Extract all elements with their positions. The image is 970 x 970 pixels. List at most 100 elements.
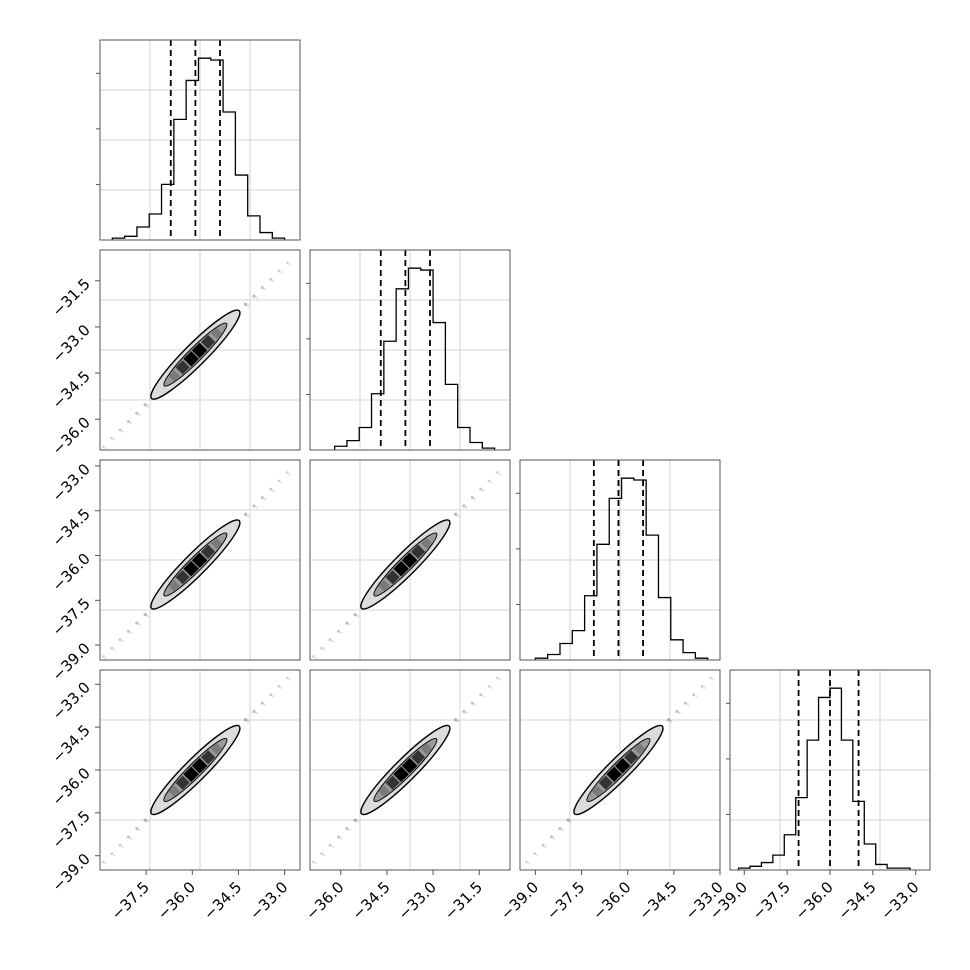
- y-tick-label: −33.0: [49, 460, 94, 505]
- contour-group: [150, 519, 241, 610]
- density-cell: [183, 560, 199, 577]
- density-cell: [168, 785, 180, 797]
- scatter-point: [473, 703, 477, 706]
- scatter-point: [135, 826, 139, 831]
- scatter-point: [558, 826, 562, 831]
- scatter-point: [328, 638, 332, 642]
- scatter-point: [288, 678, 291, 681]
- scatter-point: [675, 709, 679, 714]
- contour-group: [150, 309, 241, 400]
- y-tick-label: −39.0: [49, 639, 94, 684]
- density-cell: [210, 743, 223, 755]
- scatter-point: [263, 287, 267, 291]
- scatter-point: [121, 640, 124, 643]
- density-cell: [393, 560, 409, 577]
- scatter-point: [146, 614, 150, 618]
- histogram-panel-2: [516, 459, 721, 661]
- scatter-point: [129, 421, 133, 425]
- scatter-point: [246, 304, 250, 308]
- scatter-point: [331, 845, 334, 848]
- scatter-point: [277, 269, 281, 273]
- scatter-point: [104, 656, 107, 660]
- histogram-step: [737, 687, 911, 870]
- contour-inner: [163, 532, 228, 597]
- x-tick-label: −34.5: [635, 878, 680, 923]
- contour-inner: [373, 532, 438, 597]
- scatter-point: [465, 506, 468, 509]
- scatter-point: [104, 862, 107, 865]
- scatter-point: [544, 845, 547, 848]
- scatter-point: [113, 854, 116, 857]
- scatter-point: [550, 835, 554, 839]
- scatter-panel-0-3: [99, 669, 301, 871]
- scatter-point: [496, 471, 499, 474]
- density-cell: [183, 766, 199, 783]
- x-tick-label: −37.5: [749, 878, 794, 923]
- density-cell: [201, 544, 216, 559]
- scatter-point: [143, 818, 147, 822]
- scatter-point: [666, 718, 671, 722]
- scatter-point: [286, 261, 289, 264]
- histogram-panel-3: [726, 669, 931, 871]
- density-cell: [385, 570, 400, 585]
- histogram-step: [111, 57, 286, 240]
- scatter-point: [272, 279, 275, 282]
- y-tick-label: −37.5: [49, 594, 94, 639]
- panel-frame: [99, 249, 301, 451]
- scatter-point: [113, 648, 116, 651]
- y-tick-label: −34.5: [49, 721, 94, 766]
- density-cell: [168, 370, 180, 382]
- scatter-point: [286, 471, 289, 474]
- scatter-point: [566, 818, 570, 822]
- scatter-point: [269, 693, 273, 697]
- scatter-point: [700, 684, 704, 688]
- scatter-point: [678, 711, 681, 715]
- scatter-point: [243, 302, 248, 307]
- scatter-point: [126, 420, 130, 424]
- scatter-point: [314, 862, 317, 865]
- density-cell: [614, 757, 631, 774]
- density-cell: [393, 766, 409, 783]
- density-cell: [598, 775, 613, 790]
- x-tick-label: −34.5: [834, 878, 879, 923]
- scatter-panel-1-3: [309, 669, 511, 871]
- scatter-point: [339, 631, 343, 635]
- density-cell: [378, 580, 390, 592]
- x-tick-label: −36.0: [589, 878, 634, 923]
- scatter-point: [541, 843, 545, 847]
- scatter-point: [561, 828, 564, 832]
- scatter-point: [348, 623, 351, 626]
- x-tick-label: −31.5: [441, 878, 486, 923]
- scatter-point: [143, 403, 147, 407]
- scatter-point: [138, 623, 141, 626]
- scatter-point: [462, 709, 466, 714]
- scatter-point: [487, 479, 491, 483]
- y-tick-label: −33.0: [49, 321, 94, 366]
- scatter-point: [277, 479, 281, 483]
- scatter-point: [260, 701, 264, 705]
- scatter-point: [453, 718, 458, 722]
- x-tick-label: −36.0: [792, 878, 837, 923]
- scatter-point: [135, 411, 139, 415]
- scatter-point: [345, 826, 349, 831]
- scatter-point: [102, 445, 105, 448]
- scatter-point: [246, 514, 250, 518]
- y-tick-label: −33.0: [49, 678, 94, 723]
- scatter-point: [356, 614, 360, 618]
- scatter-panel-1-2: [309, 459, 511, 661]
- scatter-point: [288, 472, 291, 476]
- scatter-point: [143, 612, 147, 617]
- scatter-point: [269, 487, 273, 491]
- scatter-point: [243, 512, 248, 516]
- density-cell: [191, 552, 208, 569]
- panel-frame: [99, 459, 301, 661]
- scatter-point: [470, 496, 474, 500]
- scatter-point: [286, 676, 289, 680]
- x-tick-label: −34.5: [200, 878, 245, 923]
- scatter-point: [496, 676, 499, 680]
- scatter-point: [695, 695, 698, 698]
- scatter-point: [536, 854, 539, 857]
- density-cell: [210, 537, 223, 549]
- scatter-point: [113, 438, 116, 441]
- scatter-point: [110, 436, 114, 440]
